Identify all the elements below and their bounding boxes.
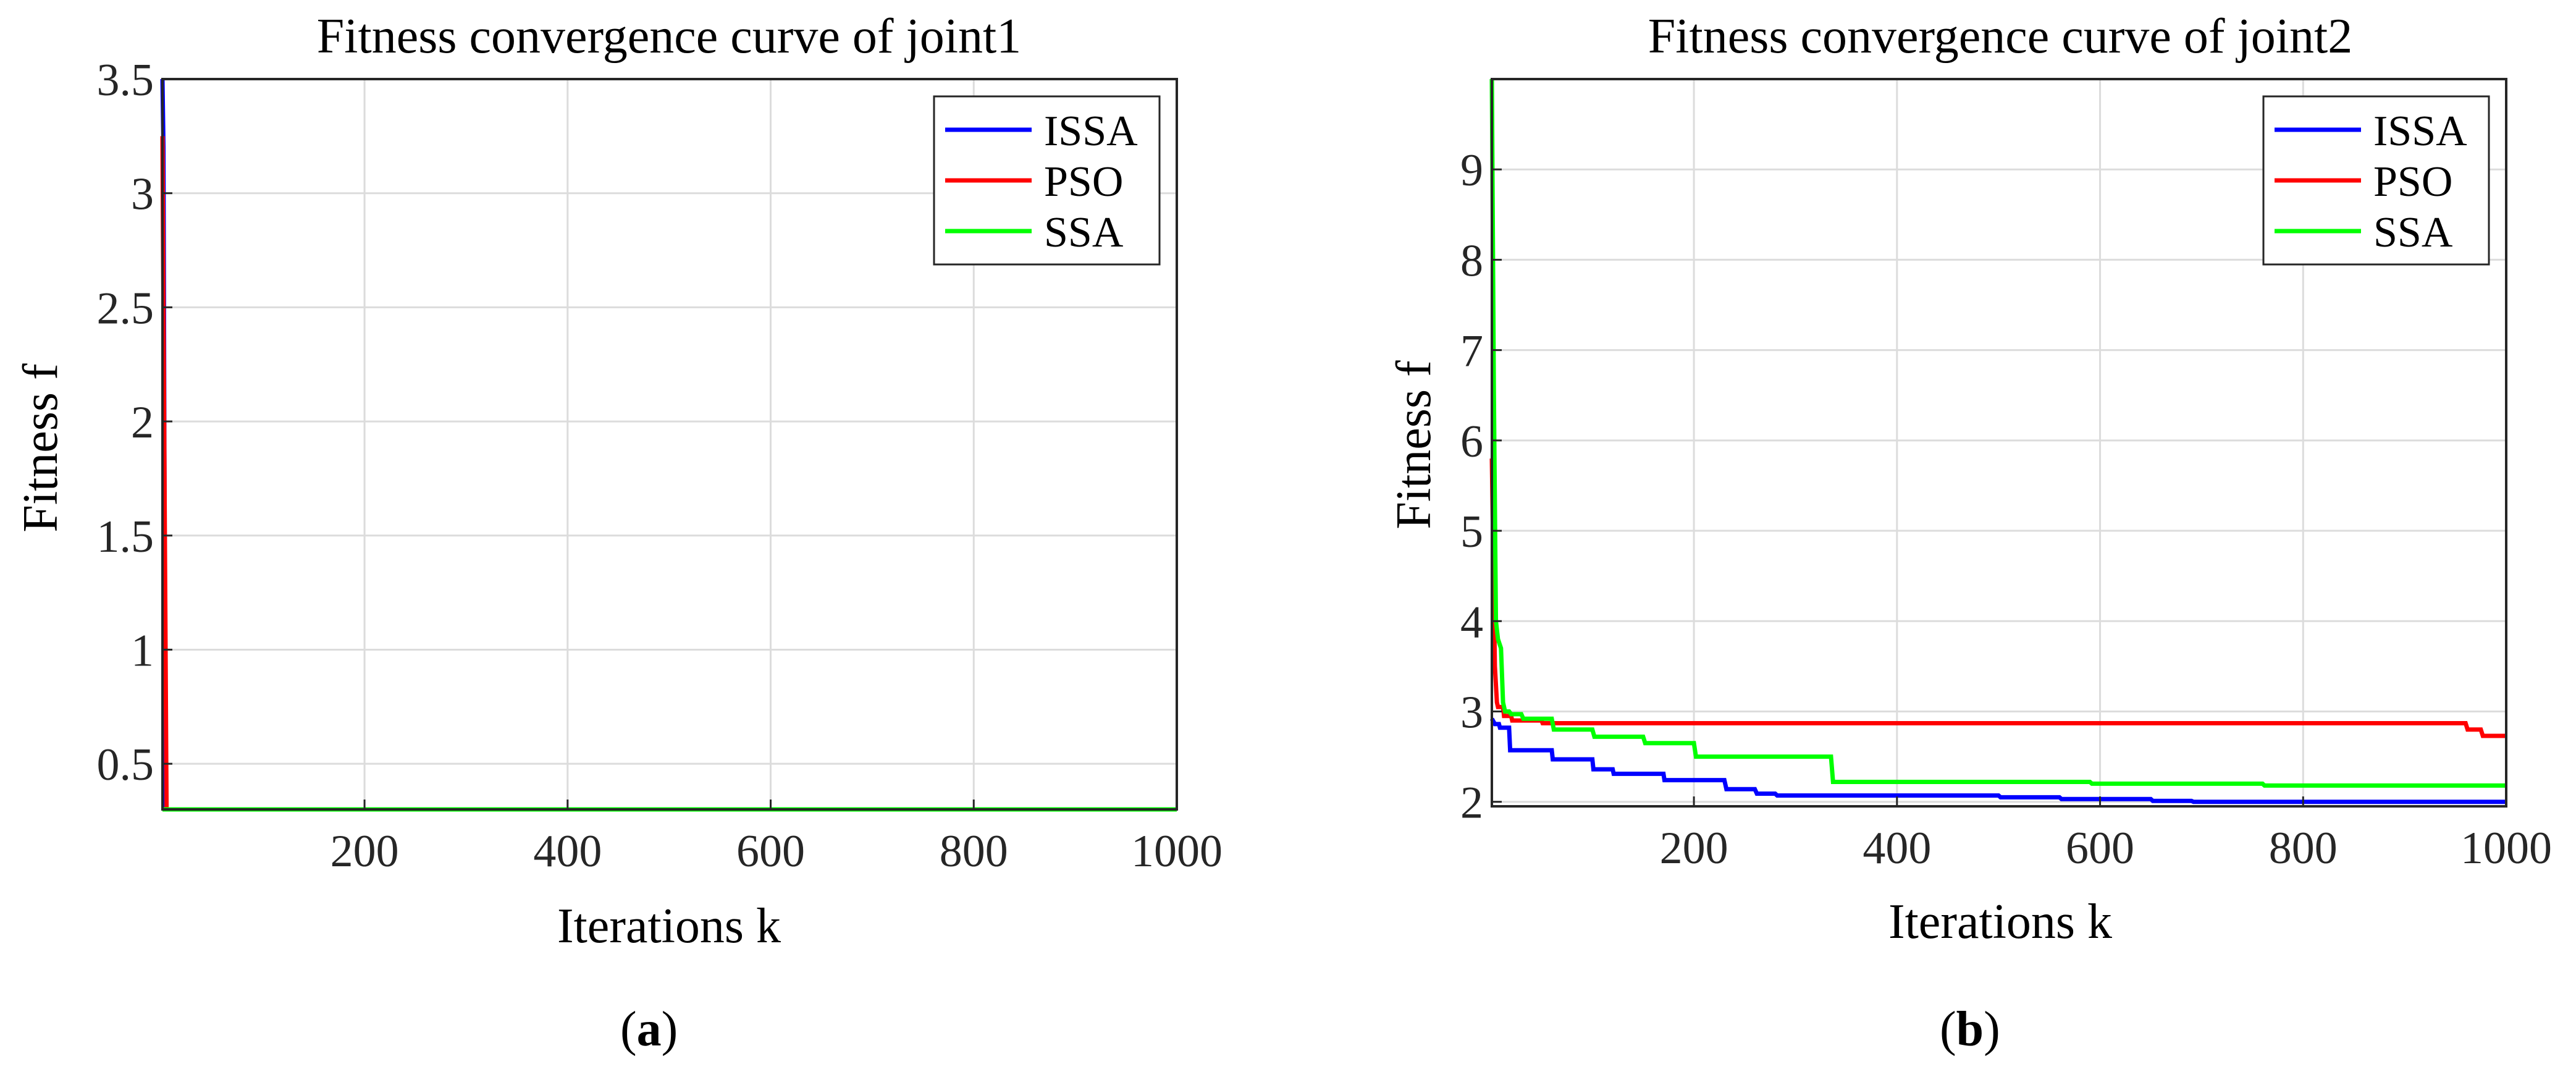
plot-area-frame (161, 78, 1178, 811)
legend-label-issa: ISSA (1044, 108, 1138, 155)
panel-label: (b) (1940, 1002, 2000, 1057)
y-tick-label: 2 (1460, 778, 1483, 829)
legend-label-issa: ISSA (2373, 108, 2467, 155)
y-tick-label: 0.5 (97, 740, 154, 790)
y-tick-label: 8 (1460, 235, 1483, 286)
x-tick-label: 400 (533, 826, 602, 877)
axis-ticks: 200 400 600 800 1000 0.5 1 1.5 2 2.5 3 3.5 (97, 55, 1223, 877)
legend-label-ssa: SSA (1044, 209, 1124, 256)
chart-title: Fitness convergence curve of joint2 (1648, 9, 2352, 64)
y-tick-label: 9 (1460, 145, 1483, 196)
panel-label-open-paren: ( (1940, 1002, 1956, 1057)
y-tick-label: 3 (131, 169, 154, 220)
series-group (1489, 78, 2506, 804)
y-tick-label: 7 (1460, 326, 1483, 377)
y-axis-label: Fitness f (1387, 360, 1441, 530)
y-tick-label: 3 (1460, 687, 1483, 738)
x-tick-label: 600 (736, 826, 805, 877)
y-tick-label: 6 (1460, 416, 1483, 467)
x-tick-label: 800 (2269, 823, 2338, 874)
y-tick-label: 2 (131, 397, 154, 448)
x-tick-label: 200 (330, 826, 399, 877)
axis-ticks: 200 400 600 800 1000 2 3 4 5 6 7 8 9 (1460, 145, 2552, 874)
x-axis-label: Iterations k (1888, 895, 2112, 949)
x-tick-label: 800 (940, 826, 1008, 877)
panel-label: (a) (620, 1002, 678, 1057)
series-line-ssa (1489, 78, 2506, 788)
panel-label-letter: b (1956, 1002, 1984, 1057)
chart-panel-joint1: Fitness convergence curve of joint1 200 4… (14, 9, 1223, 1057)
x-tick-label: 1000 (1131, 826, 1223, 877)
x-tick-label: 1000 (2460, 823, 2552, 874)
legend-label-pso: PSO (1044, 158, 1123, 206)
legend-label-ssa: SSA (2373, 209, 2453, 256)
panel-label-close-paren: ) (662, 1002, 678, 1057)
x-axis-label: Iterations k (557, 899, 781, 953)
panel-label-letter: a (637, 1002, 662, 1057)
y-tick-label: 5 (1460, 507, 1483, 557)
series-line-issa (1489, 717, 2506, 804)
panel-label-close-paren: ) (1984, 1002, 2000, 1057)
y-axis-label: Fitness f (14, 363, 68, 533)
y-tick-label: 1 (131, 625, 154, 676)
x-tick-label: 200 (1660, 823, 1728, 874)
y-tick-label: 1.5 (97, 512, 154, 562)
panel-label-open-paren: ( (620, 1002, 637, 1057)
x-tick-label: 600 (2066, 823, 2134, 874)
y-tick-label: 2.5 (97, 283, 154, 334)
y-tick-label: 4 (1460, 597, 1483, 648)
chart-title: Fitness convergence curve of joint1 (317, 9, 1021, 64)
plot-area-frame (1491, 78, 2507, 808)
chart-panel-joint2: Fitness convergence curve of joint2 200 4… (1387, 9, 2552, 1057)
series-line-pso (1489, 458, 2506, 738)
y-tick-label: 3.5 (97, 55, 154, 106)
legend-label-pso: PSO (2373, 158, 2452, 206)
x-tick-label: 400 (1863, 823, 1931, 874)
